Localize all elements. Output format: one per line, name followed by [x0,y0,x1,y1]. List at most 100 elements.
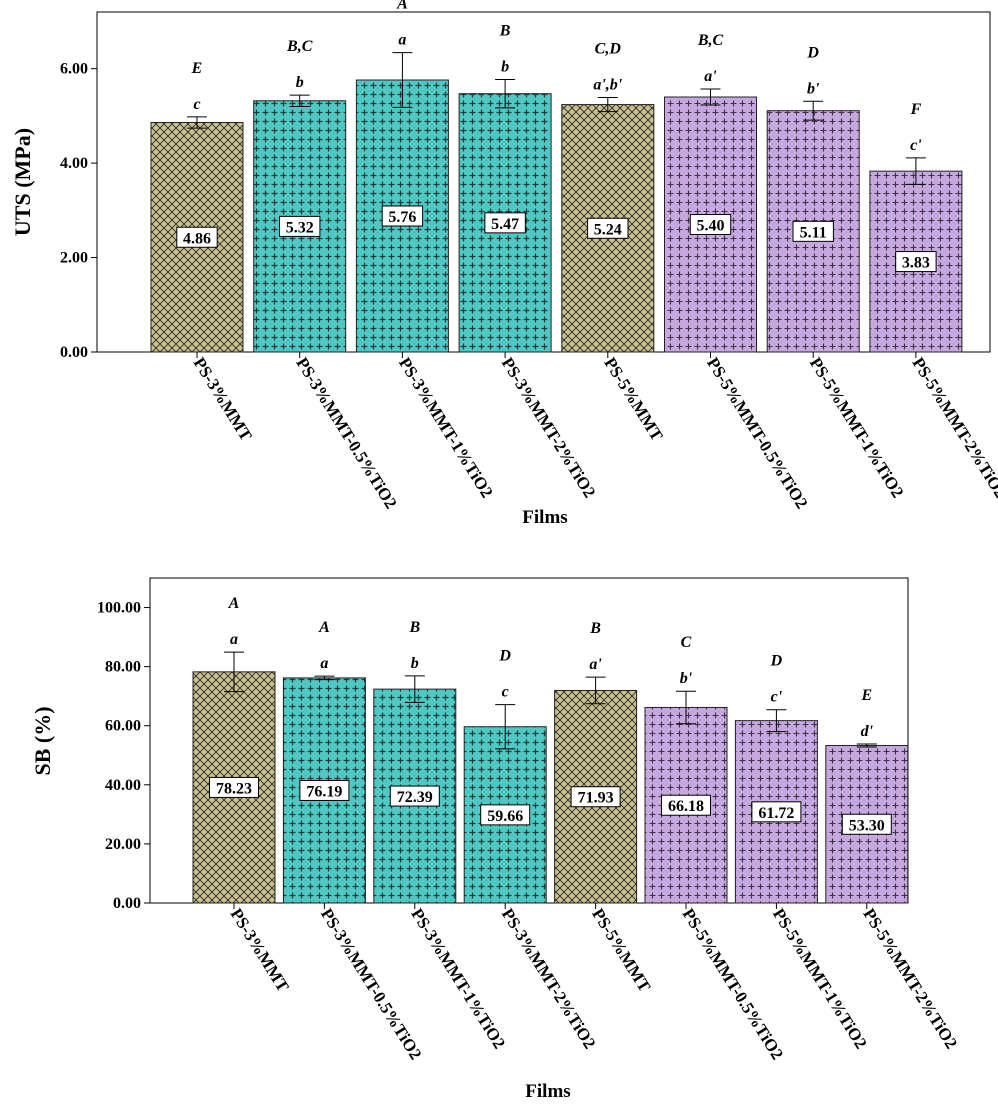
sb-category-label: PS-5%MMT-0.5%TiO2 [679,905,787,1063]
sb-value-label: 71.93 [578,790,614,807]
uts-y-tick-label: 4.00 [60,155,88,172]
uts-sig-upper: B [499,23,511,40]
uts-category-label: PS-3%MMT-2%TiO2 [498,354,600,501]
uts-value-label-box [381,205,424,227]
uts-value-label-box [587,217,629,239]
uts-sig-upper: C,D [595,40,622,57]
sb-value-label: 72.39 [397,789,433,806]
uts-category-label: PS-5%MMT-2%TiO2 [909,354,998,501]
uts-value-label: 3.83 [902,255,930,272]
uts-sig-lower: c [193,96,200,113]
sb-y-tick-label: 0.00 [113,895,141,912]
uts-bars: 4.86 Ec 5.32 B,C b 5.76 Aa 5.47 Bb 5.24 C,D a',b' 5.… [150,0,963,353]
sb-sig-upper: B [408,619,420,636]
sb-value-label: 78.23 [216,780,252,797]
sb-x-axis-title: Films [525,1081,570,1102]
sb-y-tick-label: 40.00 [105,777,141,794]
uts-sig-upper: D [806,44,819,61]
uts-value-label-box [279,215,321,237]
uts-value-label-box [176,226,218,248]
uts-y-axis-title: UTS (MPa) [10,128,35,236]
uts-value-label-box [689,214,732,235]
uts-category-label: PS-3%MMT-0.5%TiO2 [292,354,400,512]
uts-sig-lower: b' [807,80,820,97]
uts-value-label-box [484,212,526,234]
uts-value-label: 4.86 [183,230,211,247]
uts-category-label: PS-5%MMT-0.5%TiO2 [703,354,811,512]
sb-value-label-box [389,785,440,807]
sb-sig-lower: b' [680,670,693,687]
uts-y-tick-label: 0.00 [60,344,88,361]
sb-y-tick-label: 20.00 [105,836,141,853]
sb-sig-lower: a [320,655,328,672]
uts-value-label: 5.40 [697,218,725,235]
uts-sig-upper: E [191,60,203,77]
sb-sig-upper: B [589,620,601,637]
sb-value-label-box [570,786,621,808]
uts-sig-upper: B,C [697,32,724,49]
uts-value-label: 5.24 [594,221,622,238]
sb-value-label-box [751,801,802,823]
sb-category-label: PS-3%MMT-1%TiO2 [407,905,509,1052]
sb-x-axis: PS-3%MMT PS-3%MMT-0.5%TiO2PS-3%MMT-1%TiO2… [227,903,961,1063]
uts-sig-lower: a [398,32,406,49]
sb-sig-upper: C [681,634,692,651]
uts-y-tick-label: 2.00 [60,250,88,267]
uts-value-label: 5.11 [800,224,827,241]
sb-value-label-box [299,779,350,801]
sb-sig-lower: d' [861,723,874,740]
sb-value-label-box [661,794,711,816]
uts-value-label-box [792,220,834,242]
uts-y-tick-label: 6.00 [60,61,88,78]
uts-sig-lower: c' [910,137,922,154]
sb-sig-upper: A [228,595,240,612]
uts-y-axis: 0.00 2.00 4.00 6.00 [60,61,97,361]
uts-sig-lower: b [501,59,509,76]
uts-sig-lower: b [296,74,304,91]
uts-category-label: PS-3%MMT [190,354,257,445]
sb-category-label: PS-3%MMT-2%TiO2 [498,905,600,1052]
uts-value-label: 5.47 [491,216,519,233]
uts-value-label-box [895,251,937,273]
uts-sig-upper: B,C [286,38,313,55]
sb-category-label: PS-3%MMT [227,905,294,996]
sb-value-label: 53.30 [849,817,885,834]
sb-value-label: 76.19 [306,783,342,800]
sb-value-label-box [841,813,892,835]
sb-value-label: 59.66 [487,808,523,825]
sb-category-label: PS-5%MMT [588,905,655,996]
sb-category-label: PS-3%MMT-0.5%TiO2 [317,905,425,1063]
sb-sig-lower: a' [589,656,602,673]
sb-sig-upper: A [318,619,330,636]
uts-sig-upper: F [910,101,922,118]
sb-bars: 78.23 Aa 76.19 Aa 72.39 Bb 59.66 Dc 71.93 Ba' 66.1… [192,595,909,904]
sb-value-label-box [480,804,531,826]
uts-sig-lower: a' [704,68,717,85]
sb-sig-upper: D [498,648,511,665]
sb-sig-lower: b [411,655,419,672]
sb-sig-lower: c [502,684,509,701]
sb-sig-upper: D [770,653,783,670]
sb-value-label-box [209,776,259,798]
sb-y-tick-label: 60.00 [105,718,141,735]
uts-category-label: PS-5%MMT [600,354,667,445]
uts-category-label: PS-3%MMT-1%TiO2 [395,354,497,501]
sb-sig-lower: a [230,631,238,648]
uts-x-axis: PS-3%MMT PS-3%MMT-0.5%TiO2PS-3%MMT-1%TiO2… [190,352,998,512]
uts-sig-lower: a',b' [593,76,622,93]
uts-sig-upper: A [396,0,408,13]
uts-chart: 0.00 2.00 4.00 6.00 4.86 Ec 5.32 B,C b 5.76 Aa 5.4… [10,0,998,528]
sb-value-label: 61.72 [758,805,794,822]
uts-value-label: 5.32 [286,219,314,236]
uts-x-axis-title: Films [522,507,567,528]
sb-category-label: PS-5%MMT-2%TiO2 [859,905,961,1052]
uts-value-label: 5.76 [388,209,416,226]
sb-y-axis-title: SB (%) [30,706,55,775]
sb-sig-lower: c' [771,689,783,706]
uts-category-label: PS-5%MMT-1%TiO2 [806,354,908,501]
sb-chart: 0.00 20.00 40.00 60.00 80.00 100.00 78.23 Aa 76… [30,577,961,1102]
sb-category-label: PS-5%MMT-1%TiO2 [769,905,871,1052]
sb-sig-upper: E [860,687,872,704]
sb-y-tick-label: 80.00 [105,659,141,676]
